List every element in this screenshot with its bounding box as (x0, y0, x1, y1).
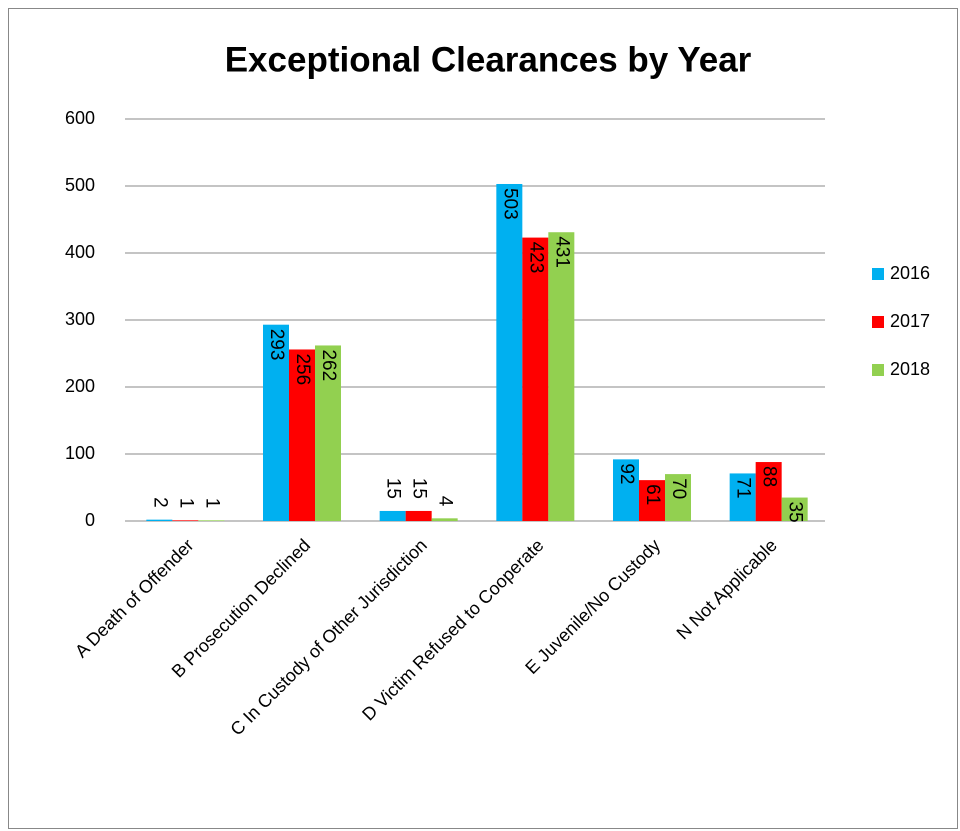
legend-swatch (872, 316, 884, 328)
data-label: 423 (525, 242, 546, 274)
data-label: 70 (668, 478, 689, 499)
data-label: 4 (435, 496, 456, 507)
chart-border (8, 8, 958, 829)
y-tick-label: 300 (65, 309, 95, 329)
bar (379, 510, 406, 521)
data-label: 88 (759, 466, 780, 487)
data-label: 2 (149, 497, 170, 508)
data-label: 262 (318, 349, 339, 381)
bar (665, 474, 691, 521)
data-label: 1 (175, 498, 196, 509)
bar (755, 462, 782, 521)
legend-label: 2016 (890, 263, 930, 283)
data-label: 15 (383, 478, 404, 499)
data-label: 431 (551, 236, 572, 268)
data-label: 293 (266, 329, 287, 361)
data-label: 71 (733, 477, 754, 498)
bar (729, 473, 756, 521)
data-label: 503 (499, 188, 520, 220)
data-label: 256 (292, 353, 313, 385)
y-tick-label: 400 (65, 242, 95, 262)
data-label: 92 (616, 463, 637, 484)
bar (263, 324, 289, 521)
bar (289, 349, 315, 521)
legend-label: 2018 (890, 359, 930, 379)
bar (522, 237, 549, 521)
bar (198, 520, 225, 521)
data-label: 61 (642, 484, 663, 505)
bar (431, 518, 458, 521)
legend-label: 2017 (890, 311, 930, 331)
data-label: 35 (785, 502, 806, 523)
bar (146, 519, 173, 521)
bar (639, 480, 665, 521)
data-label: 15 (409, 478, 430, 499)
y-tick-label: 500 (65, 175, 95, 195)
bar (172, 520, 199, 521)
y-tick-label: 100 (65, 443, 95, 463)
bar (496, 183, 523, 522)
y-tick-label: 0 (85, 510, 95, 530)
bar (781, 497, 808, 521)
legend-swatch (872, 268, 884, 280)
legend-swatch (872, 364, 884, 376)
y-tick-label: 200 (65, 376, 95, 396)
data-label: 1 (201, 498, 222, 509)
bar (405, 510, 432, 521)
bar (613, 459, 639, 521)
bar (315, 345, 341, 521)
chart-title: Exceptional Clearances by Year (225, 40, 752, 79)
y-tick-label: 600 (65, 108, 95, 128)
bar (548, 232, 575, 522)
